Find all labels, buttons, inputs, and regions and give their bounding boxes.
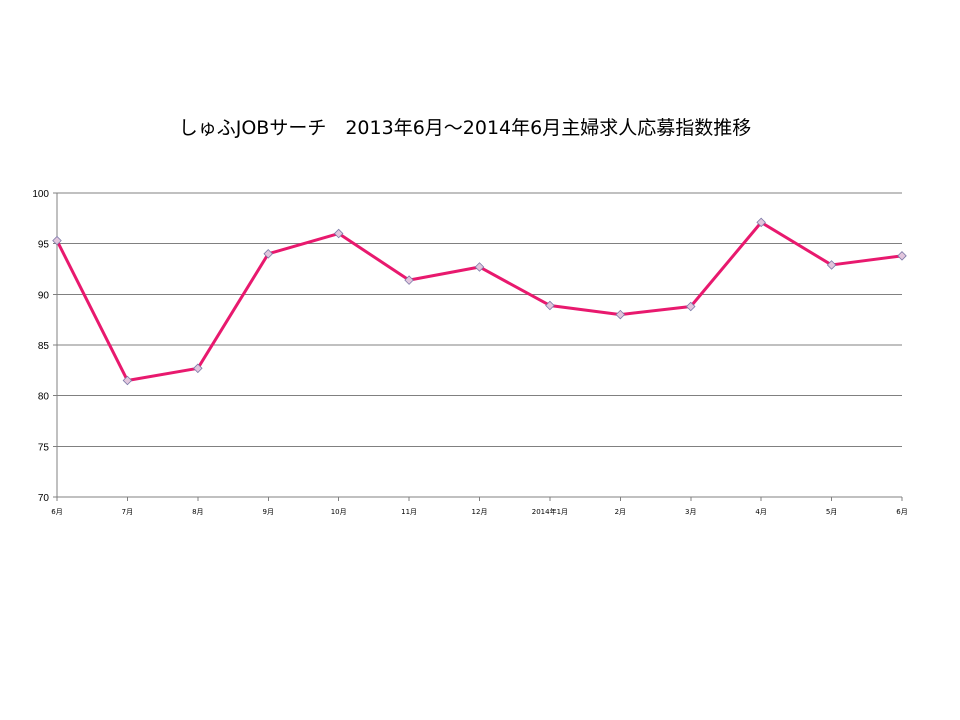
x-tick-label-12: 6月 [896,508,907,516]
x-tick-label-10: 4月 [755,508,766,516]
data-point-5 [404,275,414,285]
y-tick-label-75: 75 [38,442,50,453]
x-tick-label-2: 8月 [192,508,203,516]
y-tick-label-70: 70 [38,493,50,504]
x-tick-label-8: 2月 [615,508,626,516]
data-point-12 [897,251,907,261]
data-point-6 [474,262,485,272]
data-point-1 [122,375,133,386]
y-tick-label-100: 100 [32,189,49,200]
y-axis-ticks: 70 75 80 85 90 95 100 [32,189,49,504]
data-point-11 [826,260,837,270]
x-tick-label-6: 12月 [472,508,488,516]
y-tick-label-90: 90 [38,290,50,301]
x-tick-label-0: 6月 [51,508,62,516]
x-tick-label-7: 2014年1月 [532,507,568,516]
series [55,220,904,382]
x-axis-ticks: 6月 7月 8月 9月 10月 11月 12月 2014年1月 2月 3月 4月 5月 6月 [51,507,907,516]
x-tick-label-11: 5月 [826,508,837,516]
chart-title: しゅふJOBサーチ 2013年6月～2014年6月主婦求人応募指数推移 [178,117,752,139]
data-point-9 [685,301,696,312]
grid-lines [57,192,902,447]
x-tick-label-4: 10月 [331,508,347,516]
series-line-0 [55,220,904,382]
y-tick-label-80: 80 [38,392,50,403]
data-point-8 [615,309,626,320]
x-tick-label-5: 11月 [401,508,417,516]
markers [52,217,907,386]
data-point-0 [52,235,62,246]
x-tick-label-3: 9月 [263,508,274,516]
y-tick-label-85: 85 [38,341,50,352]
data-point-7 [545,300,555,311]
data-point-10 [756,217,766,228]
x-tick-label-9: 3月 [685,508,696,516]
y-tick-label-95: 95 [38,240,50,251]
data-point-4 [333,228,344,239]
data-point-3 [263,249,274,259]
data-point-2 [193,363,203,374]
axes [53,192,903,501]
x-tick-label-1: 7月 [122,508,133,516]
